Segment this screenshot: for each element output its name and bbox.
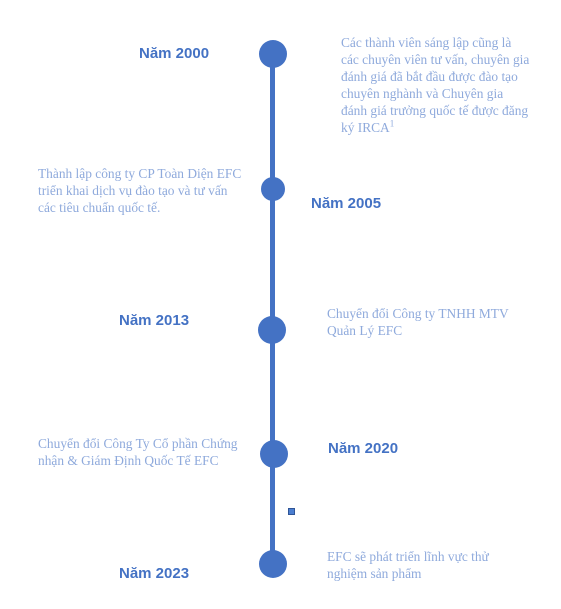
year-label-2023: Năm 2023 (119, 565, 190, 582)
year-label-2005: Năm 2005 (311, 195, 382, 212)
year-label-2000: Năm 2000 (139, 45, 210, 62)
event-description-2005: Thành lập công ty CP Toàn Diện EFC triển… (38, 166, 242, 215)
event-description-2023: EFC sẽ phát triển lĩnh vực thử nghiệm sả… (327, 549, 489, 581)
event-text-2000: Các thành viên sáng lập cũng là các chuy… (341, 35, 530, 135)
timeline-node-2013 (258, 316, 286, 344)
timeline-node-2020 (260, 440, 288, 468)
timeline-node-2000 (259, 40, 287, 68)
footnote-marker: 1 (389, 118, 395, 129)
timeline-node-2005 (261, 177, 285, 201)
event-description-2013: Chuyển đổi Công ty TNHH MTV Quản Lý EFC (327, 306, 509, 338)
selection-handle (288, 508, 295, 515)
event-description-2000: Các thành viên sáng lập cũng là các chuy… (341, 34, 531, 136)
year-label-2013: Năm 2013 (119, 312, 190, 329)
timeline-axis (270, 52, 275, 566)
event-description-2020: Chuyển đổi Công Ty Cổ phần Chứng nhận & … (38, 436, 238, 468)
timeline-node-2023 (259, 550, 287, 578)
year-label-2020: Năm 2020 (328, 440, 399, 457)
